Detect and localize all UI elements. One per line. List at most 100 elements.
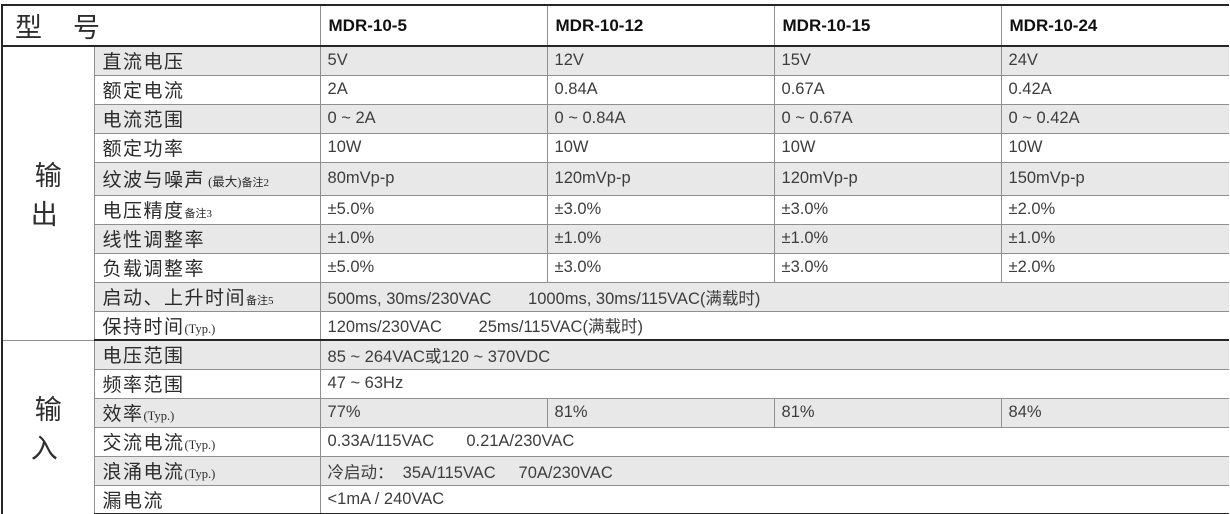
spec-value: 84%	[1000, 397, 1229, 428]
row-label-text: 额定电流	[102, 81, 185, 102]
row-label-text: 交流电流	[102, 433, 185, 454]
spec-value: ±1.0%	[773, 223, 1002, 254]
spec-value: 81%	[546, 397, 775, 428]
row-label-text: 直流电压	[102, 52, 185, 74]
spec-value: 10W	[1000, 132, 1229, 163]
table-row: 额定功率 10W 10W 10W 10W	[2, 132, 1229, 163]
spec-value-span: 500ms, 30ms/230VAC 1000ms, 30ms/115VAC(满…	[319, 281, 1229, 312]
model-name-mdr-10-15: MDR-10-15	[773, 4, 1002, 47]
spec-value: 10W	[546, 132, 775, 163]
spec-value: 0 ~ 0.42A	[1000, 103, 1229, 134]
row-label: 负载调整率	[93, 252, 321, 283]
table-row: 浪涌电流(Typ.) 冷启动： 35A/115VAC 70A/230VAC	[2, 455, 1229, 486]
spec-value: 24V	[1000, 45, 1229, 76]
row-label: 启动、上升时间备注5	[93, 281, 321, 312]
row-label: 额定电流	[93, 74, 321, 105]
row-label: 电压范围	[93, 339, 321, 370]
table-row: 交流电流(Typ.) 0.33A/115VAC 0.21A/230VAC	[2, 426, 1229, 457]
row-label: 电流范围	[93, 103, 321, 134]
table-row: 保持时间(Typ.) 120ms/230VAC 25ms/115VAC(满载时)	[2, 310, 1229, 341]
row-label-text: 线性调整率	[102, 230, 206, 251]
spec-value: ±1.0%	[546, 223, 775, 254]
row-label-footnote-ref: 备注5	[246, 295, 274, 307]
row-label: 保持时间(Typ.)	[93, 310, 321, 341]
spec-value: ±2.0%	[1000, 194, 1229, 225]
row-label-footnote-ref: 备注2	[241, 177, 269, 189]
table-row: 纹波与噪声 (最大)备注2 80mVp-p 120mVp-p 120mVp-p 150m…	[2, 161, 1229, 196]
model-name-mdr-10-24: MDR-10-24	[1000, 4, 1229, 47]
row-label: 交流电流(Typ.)	[93, 426, 321, 457]
model-header-label: 型 号	[1, 4, 321, 47]
row-label: 直流电压	[93, 45, 321, 76]
spec-table-body: 输 出直流电压 5V 12V 15V 24V 额定电流 2A 0.84A 0.67A 0.42A 电…	[1, 45, 1229, 514]
table-row: 漏电流 <1mA / 240VAC	[2, 484, 1229, 514]
spec-table: 型 号 MDR-10-5 MDR-10-12 MDR-10-15 MDR-10-…	[1, 4, 1229, 514]
section-label-output: 输 出	[1, 45, 95, 341]
row-label-text: 频率范围	[102, 375, 185, 396]
row-label-text: 电压范围	[102, 346, 185, 368]
row-label: 漏电流	[93, 484, 321, 514]
row-label-text: 保持时间	[102, 316, 185, 338]
model-header-row: 型 号 MDR-10-5 MDR-10-12 MDR-10-15 MDR-10-…	[1, 4, 1229, 47]
spec-value: ±1.0%	[1000, 223, 1229, 254]
spec-value: 15V	[773, 45, 1002, 76]
row-label: 频率范围	[93, 368, 321, 399]
table-row: 电流范围 0 ~ 2A 0 ~ 0.84A 0 ~ 0.67A 0 ~ 0.42A	[2, 103, 1229, 134]
spec-value: ±2.0%	[1000, 252, 1229, 283]
row-label-note: (Typ.)	[184, 467, 216, 481]
table-row: 频率范围 47 ~ 63Hz	[2, 368, 1229, 399]
spec-value: 5V	[319, 45, 548, 76]
row-label: 效率(Typ.)	[93, 397, 321, 428]
row-label-text: 漏电流	[102, 490, 165, 512]
row-label: 电压精度备注3	[93, 194, 321, 225]
section-label-input: 输 入	[1, 339, 95, 514]
spec-value: ±1.0%	[319, 223, 548, 254]
spec-value: ±3.0%	[773, 194, 1002, 225]
row-label: 浪涌电流(Typ.)	[93, 455, 321, 486]
spec-value: 81%	[773, 397, 1002, 428]
row-label-footnote-ref: 备注3	[184, 208, 213, 220]
spec-value: 0.84A	[546, 74, 775, 105]
row-label-text: 浪涌电流	[102, 462, 185, 483]
row-label-text: 启动、上升时间	[102, 288, 247, 309]
table-row: 线性调整率 ±1.0% ±1.0% ±1.0% ±1.0%	[2, 223, 1229, 254]
spec-value-span: <1mA / 240VAC	[319, 484, 1229, 514]
spec-value: ±5.0%	[319, 252, 548, 283]
row-label-text: 电流范围	[102, 110, 185, 131]
spec-value-span: 47 ~ 63Hz	[319, 368, 1229, 399]
spec-value-span: 冷启动： 35A/115VAC 70A/230VAC	[319, 455, 1229, 486]
table-row: 负载调整率 ±5.0% ±3.0% ±3.0% ±2.0%	[2, 252, 1229, 283]
table-row: 输 入电压范围 85 ~ 264VAC或120 ~ 370VDC	[1, 339, 1229, 514]
spec-value: 77%	[319, 397, 548, 428]
row-label-text: 效率	[102, 404, 144, 425]
spec-value: 0 ~ 2A	[319, 103, 548, 134]
table-row: 电压精度备注3 ±5.0% ±3.0% ±3.0% ±2.0%	[2, 194, 1229, 225]
row-label-text: 纹波与噪声	[102, 170, 206, 191]
spec-value: ±3.0%	[546, 194, 775, 225]
spec-value-span: 120ms/230VAC 25ms/115VAC(满载时)	[319, 310, 1229, 341]
row-label-note: (最大)	[205, 175, 242, 189]
table-row: 效率(Typ.) 77% 81% 81% 84%	[2, 397, 1229, 428]
spec-value: 2A	[319, 74, 548, 105]
model-name-mdr-10-12: MDR-10-12	[546, 4, 775, 47]
row-label: 纹波与噪声 (最大)备注2	[93, 161, 321, 196]
row-label: 线性调整率	[93, 223, 321, 254]
spec-value: 120mVp-p	[546, 161, 775, 196]
row-label-text: 电压精度	[102, 201, 185, 222]
spec-value: ±5.0%	[319, 194, 548, 225]
spec-value: 120mVp-p	[773, 161, 1002, 196]
spec-value: ±3.0%	[773, 252, 1002, 283]
table-row: 额定电流 2A 0.84A 0.67A 0.42A	[2, 74, 1229, 105]
row-label-text: 额定功率	[102, 139, 185, 160]
spec-value: 0.42A	[1000, 74, 1229, 105]
spec-value: 12V	[546, 45, 775, 76]
spec-value: 150mVp-p	[1000, 161, 1229, 196]
spec-value: 80mVp-p	[319, 161, 548, 196]
row-label-note: (Typ.)	[184, 438, 216, 452]
spec-value-span: 0.33A/115VAC 0.21A/230VAC	[319, 426, 1229, 457]
row-label: 额定功率	[93, 132, 321, 163]
spec-value: 0.67A	[773, 74, 1002, 105]
row-label-note: (Typ.)	[143, 409, 175, 423]
table-row: 启动、上升时间备注5 500ms, 30ms/230VAC 1000ms, 30m…	[2, 281, 1229, 312]
spec-sheet: 型 号 MDR-10-5 MDR-10-12 MDR-10-15 MDR-10-…	[1, 4, 1229, 514]
